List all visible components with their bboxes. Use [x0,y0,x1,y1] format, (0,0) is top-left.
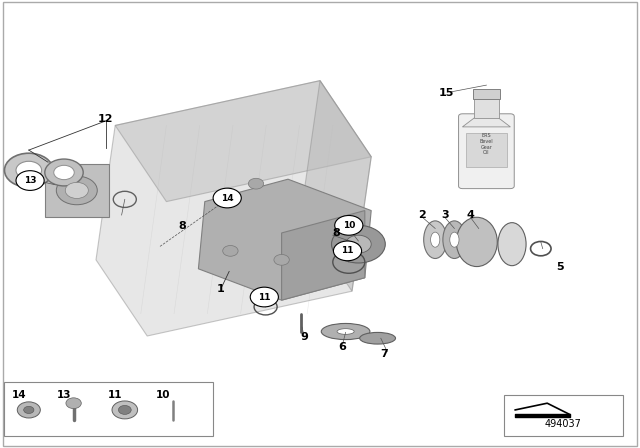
Circle shape [274,254,289,265]
Text: 9: 9 [300,332,308,342]
Circle shape [332,225,385,263]
Text: 10: 10 [156,390,170,400]
Text: 14: 14 [221,194,234,202]
FancyBboxPatch shape [45,164,109,217]
Circle shape [65,182,88,198]
Ellipse shape [456,217,497,267]
Polygon shape [463,116,511,127]
Ellipse shape [424,221,447,258]
Circle shape [223,246,238,256]
Circle shape [66,398,81,409]
Circle shape [346,235,371,253]
FancyBboxPatch shape [3,2,637,446]
FancyBboxPatch shape [474,96,499,118]
FancyBboxPatch shape [504,395,623,436]
Text: 11: 11 [108,390,122,400]
Polygon shape [282,211,365,300]
FancyBboxPatch shape [458,114,515,189]
Text: 2: 2 [419,210,426,220]
Circle shape [333,241,362,261]
Circle shape [56,176,97,205]
Text: 14: 14 [12,390,26,400]
Text: 13: 13 [57,390,71,400]
Polygon shape [198,179,371,300]
Circle shape [250,287,278,307]
Text: 11: 11 [341,246,354,255]
Text: 8: 8 [332,228,340,238]
Ellipse shape [321,323,370,340]
Text: 13: 13 [24,176,36,185]
Text: 8: 8 [179,221,186,231]
Circle shape [213,188,241,208]
Text: 4: 4 [467,210,474,220]
Text: 5: 5 [556,262,564,271]
Text: 12: 12 [98,114,113,124]
Text: 11: 11 [258,293,271,302]
Text: 10: 10 [342,221,355,230]
Ellipse shape [360,332,396,344]
Circle shape [54,165,74,180]
Circle shape [216,196,232,207]
Ellipse shape [443,221,466,258]
Ellipse shape [431,232,440,247]
Circle shape [118,405,131,414]
Text: 3: 3 [441,210,449,220]
Text: 6: 6 [339,342,346,352]
Circle shape [4,153,53,187]
FancyBboxPatch shape [466,134,507,168]
Ellipse shape [337,329,354,334]
Ellipse shape [498,223,526,266]
Circle shape [16,161,42,179]
FancyBboxPatch shape [473,89,500,99]
Text: 494037: 494037 [545,419,582,429]
Text: 15: 15 [439,88,454,98]
FancyBboxPatch shape [4,382,213,436]
Polygon shape [96,81,371,336]
Polygon shape [301,81,371,291]
Circle shape [248,178,264,189]
Text: 1: 1 [217,284,225,294]
Circle shape [24,406,34,414]
Circle shape [16,171,44,190]
Ellipse shape [450,232,459,247]
Circle shape [112,401,138,419]
Circle shape [335,215,363,235]
Text: ERS
Bevel
Gear
Oil: ERS Bevel Gear Oil [479,133,493,155]
Circle shape [45,159,83,186]
Text: 7: 7 [380,349,388,359]
Circle shape [17,402,40,418]
Polygon shape [115,81,371,202]
